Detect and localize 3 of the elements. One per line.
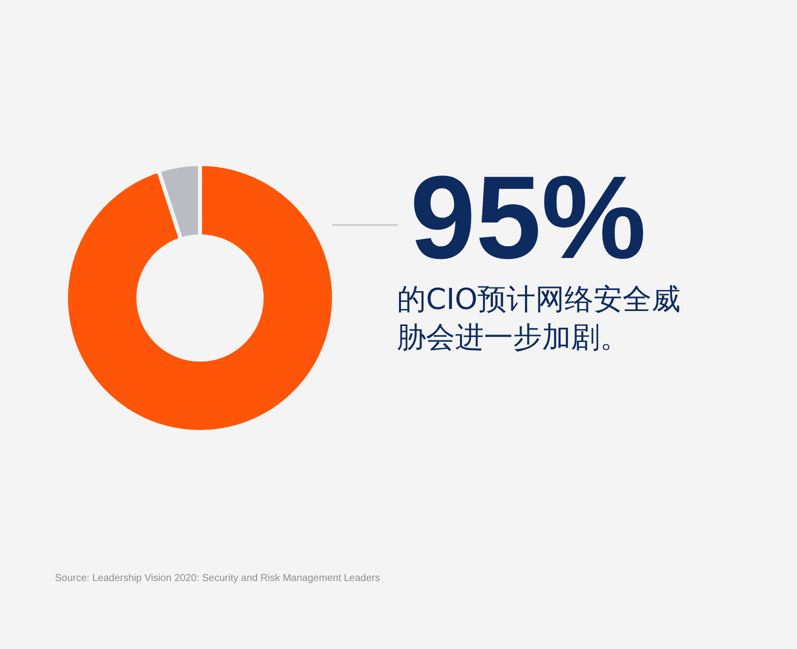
text: 的CIO预计网络安全威胁会进一步加剧。 (397, 281, 682, 356)
data-label: 95% (410, 152, 646, 284)
source-note: Source: Leadership Vision 2020: Security and Risk Management Leaders (55, 573, 380, 584)
